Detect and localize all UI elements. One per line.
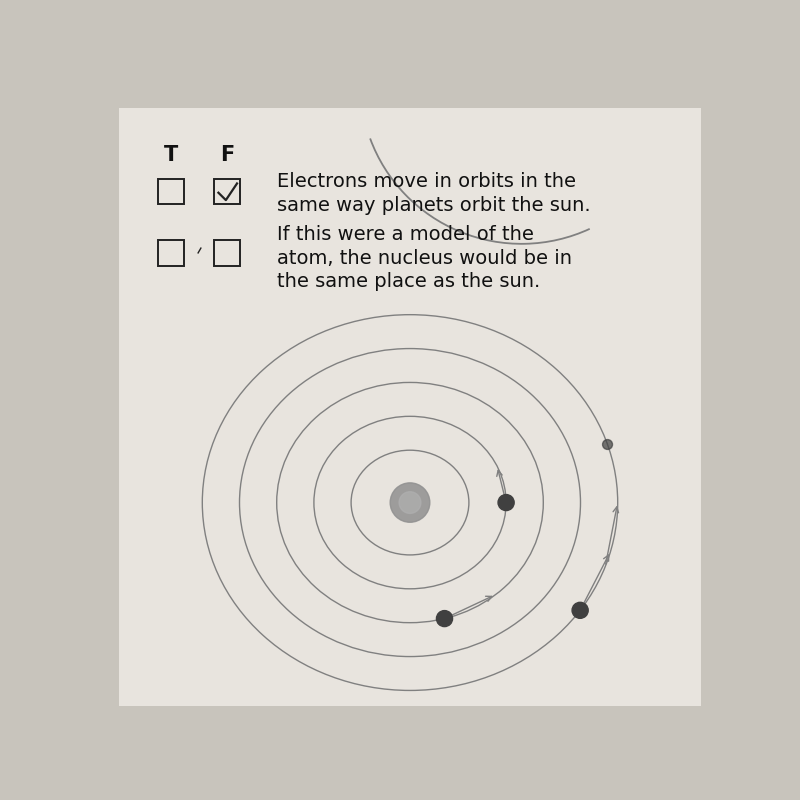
FancyBboxPatch shape <box>118 108 702 706</box>
Bar <box>158 240 184 266</box>
Bar <box>214 178 240 205</box>
Text: If this were a model of the: If this were a model of the <box>277 225 534 244</box>
Text: F: F <box>220 145 234 165</box>
Text: the same place as the sun.: the same place as the sun. <box>277 272 540 291</box>
Text: same way planets orbit the sun.: same way planets orbit the sun. <box>277 196 590 215</box>
Text: Electrons move in orbits in the: Electrons move in orbits in the <box>277 172 576 191</box>
Circle shape <box>437 610 453 626</box>
Bar <box>158 178 184 205</box>
Text: T: T <box>164 145 178 165</box>
Circle shape <box>572 602 588 618</box>
Circle shape <box>602 439 613 450</box>
Circle shape <box>399 492 421 514</box>
Text: atom, the nucleus would be in: atom, the nucleus would be in <box>277 249 572 267</box>
Circle shape <box>498 494 514 510</box>
Bar <box>214 240 240 266</box>
Circle shape <box>390 483 430 522</box>
